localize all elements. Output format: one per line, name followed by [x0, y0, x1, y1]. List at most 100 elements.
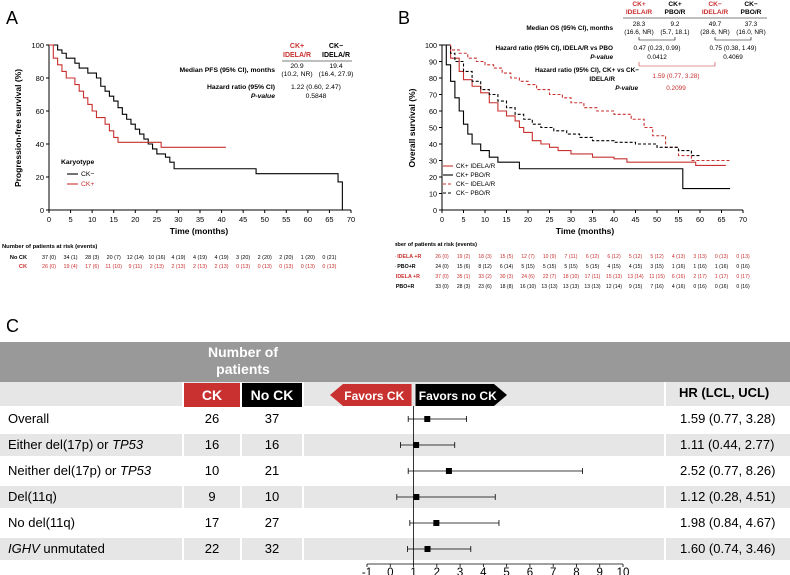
risk-value: 2 (13) [171, 264, 185, 270]
risk-value: 13 (13) [563, 284, 579, 290]
x-tick-label: 55 [675, 215, 683, 224]
hr-label: Hazard ratio (95% CI), IDELA/R vs PBO [495, 45, 613, 52]
nock-col-header: CK− [329, 43, 343, 50]
os-col-header: CK+ [632, 1, 646, 8]
risk-value: 26 (0) [435, 254, 449, 260]
x-tick-label: 60 [696, 215, 704, 224]
pvalue-value: 0.0412 [647, 54, 667, 61]
median-value: 20.9 [290, 63, 303, 70]
km-curve-1 [49, 44, 226, 148]
comparison-bracket [638, 37, 676, 41]
risk-row-label: CK [19, 264, 27, 270]
forest-row: IGHV unmutated 22 32 1.60 (0.74, 3.46) [0, 538, 790, 560]
risk-table-title: Number of patients at risk (events) [2, 244, 97, 250]
x-tick-label: 15 [503, 215, 511, 224]
risk-value: 33 (0) [435, 284, 449, 290]
number-of-label: Number of [208, 344, 278, 360]
risk-row-label: CK+ PBO+R [395, 264, 416, 270]
risk-value: 28 (3) [457, 284, 471, 290]
no-ck-column-header: No CK [242, 383, 302, 407]
no-ck-count: 16 [264, 437, 280, 452]
pfs-chart: 0 5 10 15 20 25 30 35 40 45 50 55 60 65 70 0 20 40 60 80 100… [2, 41, 355, 270]
risk-value: 3 (15) [650, 264, 664, 270]
risk-value: 11 (10) [105, 264, 122, 270]
risk-value: 10 (9) [543, 254, 557, 260]
pvalue-value: 0.4069 [723, 54, 743, 61]
risk-value: 15 (13) [606, 274, 622, 280]
risk-value: 6 (16) [672, 274, 686, 280]
risk-value: 2 (17) [693, 274, 707, 280]
risk-value: 18 (10) [563, 274, 579, 280]
x-tick-label: 35 [589, 215, 597, 224]
risk-value: 5 (12) [650, 254, 664, 260]
y-tick-label: 40 [36, 140, 44, 149]
hr-column-header: HR (LCL, UCL) [679, 385, 770, 400]
legend-label: CK+ [81, 181, 94, 188]
hr-value: 1.22 (0.60, 2.47) [291, 84, 341, 91]
risk-value: 15 (6) [457, 264, 471, 270]
forest-x-tick-label: 6 [527, 567, 533, 575]
risk-value: 18 (3) [478, 254, 492, 260]
risk-row-label: CK- IDELA +R [395, 274, 420, 280]
hr-value: 1.59 (0.77, 3.28) [653, 73, 700, 80]
risk-value: 4 (19) [171, 255, 185, 261]
median-ci: (16.6, NR) [624, 29, 653, 36]
y-tick-label: 100 [31, 41, 44, 50]
hr-point [433, 520, 440, 526]
pvalue-label: P-value [590, 54, 613, 61]
hr-value: 1.11 (0.44, 2.77) [680, 437, 775, 452]
risk-value: 4 (15) [629, 264, 643, 270]
y-tick-label: 20 [429, 173, 437, 182]
legend-label: CK− [81, 171, 94, 178]
risk-value: 0 (21) [322, 255, 336, 261]
risk-value: 34 (1) [64, 255, 78, 261]
os-col-header: PBO/R [741, 9, 762, 16]
x-tick-label: 40 [217, 215, 225, 224]
risk-value: 2 (20) [258, 255, 272, 261]
km-curve-3 [442, 44, 700, 157]
hr-point [424, 416, 431, 422]
subgroup-label: Del(11q) [8, 486, 57, 508]
x-tick-label: 5 [462, 215, 466, 224]
risk-value: 18 (8) [500, 284, 514, 290]
risk-value: 1 (16) [693, 264, 707, 270]
forest-row: Neither del(17p) or TP53 10 21 2.52 (0.77, … [0, 460, 790, 482]
risk-value: 5 (15) [521, 264, 535, 270]
x-tick-label: 35 [196, 215, 204, 224]
risk-value: 23 (6) [478, 284, 492, 290]
risk-value: 30 (3) [500, 274, 514, 280]
y-tick-label: 100 [425, 41, 437, 50]
risk-value: 9 (11) [128, 264, 142, 270]
x-tick-label: 50 [261, 215, 269, 224]
x-axis-title: Time (months) [556, 226, 615, 236]
forest-header-band [0, 342, 790, 382]
y-tick-label: 50 [429, 124, 437, 133]
risk-value: 19 (2) [457, 254, 471, 260]
panel-c-letter: C [6, 316, 19, 336]
subgroup-label: Neither del(17p) or TP53 [8, 460, 151, 482]
forest-x-tick-label: 10 [617, 567, 630, 575]
favors-no-ck-label: Favors no CK [419, 389, 497, 403]
risk-value: 5 (15) [564, 264, 578, 270]
forest-row: Either del(17p) or TP53 16 16 1.11 (0.44, 2… [0, 434, 790, 456]
y-tick-label: 10 [429, 190, 437, 199]
panel-b-letter: B [398, 8, 411, 28]
subgroup-label-part: Del(11q) [8, 489, 57, 504]
subgroup-label-part: TP53 [120, 463, 152, 478]
y-tick-label: 30 [429, 157, 437, 166]
risk-value: 0 (13) [279, 264, 293, 270]
hr-value: 1.98 (0.84, 4.67) [680, 515, 776, 530]
subgroup-label-part: No del(11q) [8, 515, 75, 530]
x-tick-label: 60 [304, 215, 312, 224]
risk-value: 4 (15) [607, 264, 621, 270]
risk-value: 7 (16) [650, 284, 664, 290]
subgroup-label: IGHV unmutated [8, 538, 105, 560]
risk-value: 0 (16) [736, 264, 750, 270]
risk-value: 12 (14) [127, 255, 144, 261]
risk-value: 2 (13) [193, 264, 207, 270]
no-ck-count: 21 [264, 463, 280, 478]
x-axis-title: Time (months) [170, 226, 229, 236]
no-ck-count: 27 [264, 515, 280, 530]
risk-value: 11 (15) [649, 274, 665, 280]
forest-x-tick-label: 3 [457, 567, 463, 575]
